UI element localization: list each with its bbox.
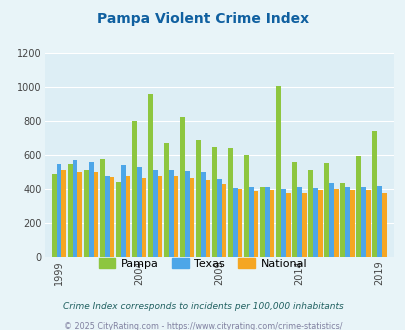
Bar xyxy=(152,170,157,257)
Bar xyxy=(211,147,216,257)
Bar xyxy=(147,94,152,257)
Bar xyxy=(269,190,274,257)
Bar xyxy=(248,187,253,257)
Bar xyxy=(328,183,333,257)
Bar xyxy=(253,191,258,257)
Bar xyxy=(168,170,173,257)
Bar xyxy=(355,156,360,257)
Bar xyxy=(285,193,290,257)
Bar xyxy=(232,188,237,257)
Bar xyxy=(317,190,322,257)
Bar xyxy=(205,180,210,257)
Text: Pampa Violent Crime Index: Pampa Violent Crime Index xyxy=(97,12,308,25)
Bar xyxy=(88,162,93,257)
Bar xyxy=(120,165,125,257)
Bar xyxy=(109,177,114,257)
Bar xyxy=(173,177,178,257)
Bar xyxy=(280,189,285,257)
Bar xyxy=(184,171,189,257)
Bar xyxy=(157,176,162,257)
Bar xyxy=(132,121,136,257)
Bar xyxy=(360,187,365,257)
Bar xyxy=(323,163,328,257)
Bar xyxy=(52,174,57,257)
Bar xyxy=(275,86,280,257)
Bar xyxy=(116,182,120,257)
Bar xyxy=(77,172,82,257)
Bar xyxy=(61,170,66,257)
Bar xyxy=(376,186,381,257)
Text: Crime Index corresponds to incidents per 100,000 inhabitants: Crime Index corresponds to incidents per… xyxy=(62,302,343,311)
Bar xyxy=(365,190,370,257)
Bar xyxy=(136,167,141,257)
Bar xyxy=(93,172,98,257)
Bar xyxy=(264,187,269,257)
Bar xyxy=(344,187,349,257)
Bar xyxy=(141,178,146,257)
Bar xyxy=(57,164,61,257)
Bar xyxy=(237,189,242,257)
Bar xyxy=(260,187,264,257)
Bar xyxy=(179,117,184,257)
Bar xyxy=(312,188,317,257)
Bar xyxy=(68,164,72,257)
Bar xyxy=(125,176,130,257)
Bar xyxy=(339,183,344,257)
Bar xyxy=(301,193,306,257)
Bar xyxy=(349,190,354,257)
Bar xyxy=(243,155,248,257)
Legend: Pampa, Texas, National: Pampa, Texas, National xyxy=(94,254,311,273)
Text: © 2025 CityRating.com - https://www.cityrating.com/crime-statistics/: © 2025 CityRating.com - https://www.city… xyxy=(64,322,341,330)
Bar xyxy=(100,158,104,257)
Bar xyxy=(189,178,194,257)
Bar xyxy=(333,189,338,257)
Bar xyxy=(196,140,200,257)
Bar xyxy=(296,187,301,257)
Bar xyxy=(84,170,88,257)
Bar xyxy=(221,184,226,257)
Bar xyxy=(104,176,109,257)
Bar xyxy=(371,131,376,257)
Bar xyxy=(200,172,205,257)
Bar xyxy=(381,193,386,257)
Bar xyxy=(72,160,77,257)
Bar xyxy=(307,170,312,257)
Bar xyxy=(291,162,296,257)
Bar xyxy=(228,148,232,257)
Bar xyxy=(164,143,168,257)
Bar xyxy=(216,179,221,257)
